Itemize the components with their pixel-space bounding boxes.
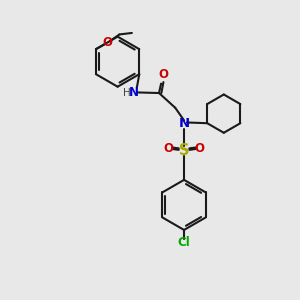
Text: Cl: Cl (178, 236, 190, 249)
Text: O: O (102, 36, 112, 49)
Text: H: H (123, 88, 130, 98)
Text: S: S (179, 143, 189, 158)
Text: O: O (194, 142, 204, 155)
Text: N: N (129, 86, 139, 99)
Text: O: O (158, 68, 168, 81)
Text: N: N (178, 117, 190, 130)
Text: O: O (164, 142, 174, 155)
